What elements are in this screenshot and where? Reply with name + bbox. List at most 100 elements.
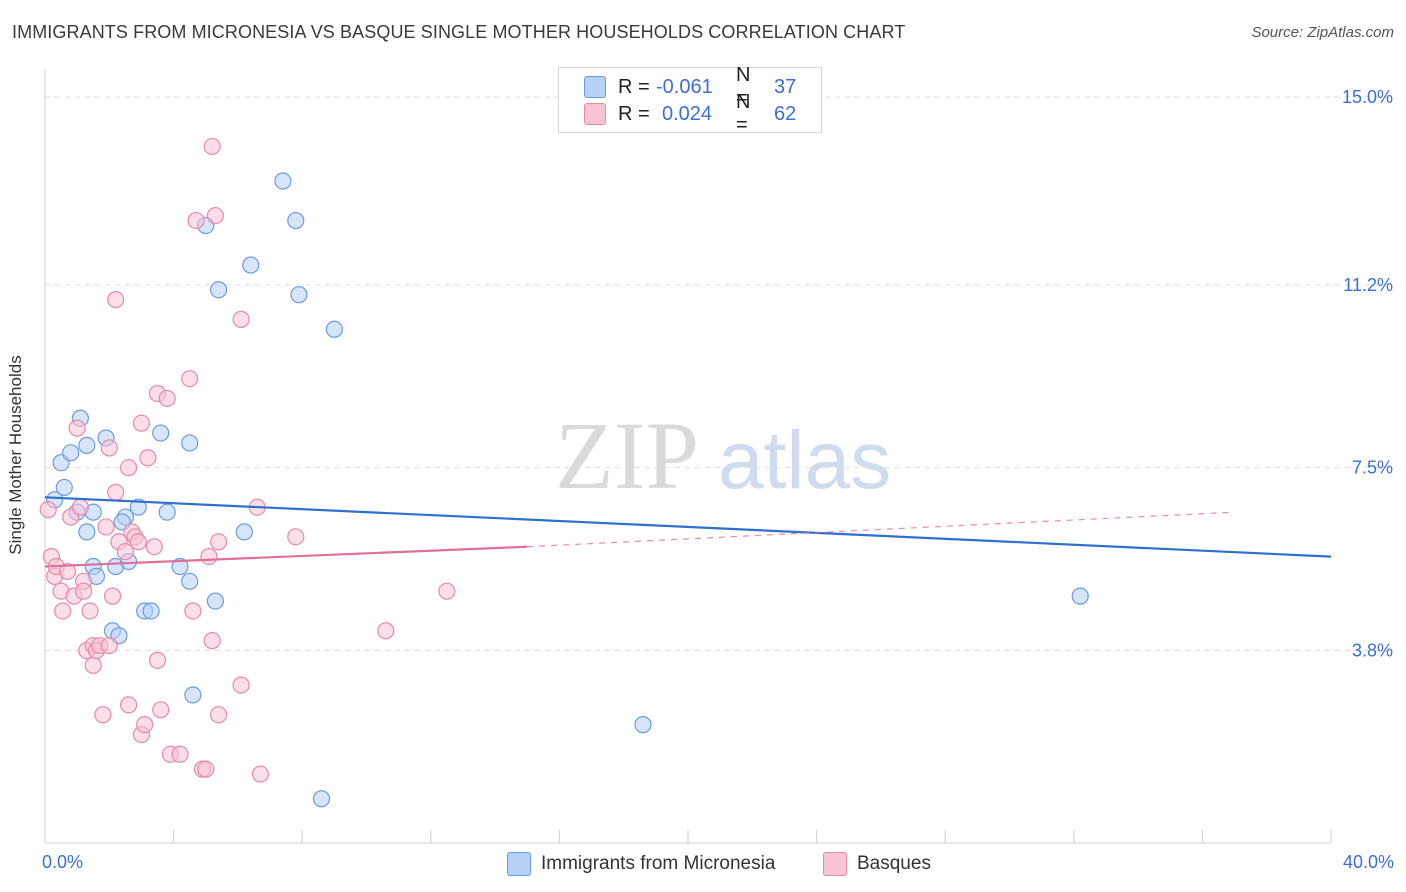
point-micronesia	[210, 281, 228, 299]
point-micronesia	[290, 286, 308, 304]
point-micronesia	[62, 444, 80, 462]
point-basques	[139, 449, 157, 467]
point-basques	[203, 632, 221, 650]
point-micronesia	[312, 790, 331, 808]
watermark-zip: ZIP	[555, 402, 699, 509]
watermark-atlas: atlas	[718, 415, 891, 506]
y-axis-label: Single Mother Households	[6, 355, 25, 555]
point-basques	[377, 622, 395, 640]
point-micronesia	[325, 320, 343, 338]
point-micronesia	[158, 503, 176, 521]
point-basques	[210, 533, 228, 551]
point-basques	[210, 706, 228, 724]
point-basques	[187, 211, 205, 230]
x-ticks	[173, 830, 1332, 843]
point-basques	[129, 533, 147, 551]
y-tick-labels: 3.8% 7.5% 11.2% 15.0%	[1342, 87, 1393, 661]
point-basques	[54, 602, 72, 620]
y-tick-label: 3.8%	[1352, 641, 1393, 661]
point-micronesia	[274, 172, 292, 190]
point-basques	[71, 498, 89, 516]
point-basques	[119, 696, 138, 714]
point-basques	[119, 459, 138, 477]
trend-line-micronesia	[44, 496, 1332, 558]
point-basques	[116, 543, 134, 561]
point-micronesia	[129, 498, 147, 516]
point-micronesia	[1071, 587, 1089, 605]
point-basques	[74, 582, 93, 600]
legend-r-value: 0.024	[662, 102, 713, 125]
scatter-points	[39, 137, 1089, 808]
point-basques	[132, 414, 151, 432]
point-basques	[148, 651, 167, 669]
point-basques	[94, 706, 112, 724]
point-basques	[158, 389, 176, 408]
bottom-legend-micronesia: Immigrants from Micronesia	[507, 851, 775, 877]
legend-swatch-blue	[584, 76, 606, 98]
point-basques	[103, 587, 122, 605]
y-tick-label: 15.0%	[1342, 87, 1393, 107]
point-basques	[206, 207, 224, 225]
point-basques	[251, 765, 270, 783]
bottom-legend-label: Immigrants from Micronesia	[541, 853, 776, 874]
point-micronesia	[206, 592, 224, 610]
point-basques	[287, 528, 305, 546]
source-label: Source: ZipAtlas.com	[1251, 24, 1394, 41]
point-micronesia	[142, 602, 160, 620]
legend-r-label: R =	[618, 102, 650, 125]
bottom-legend-label: Basques	[857, 853, 931, 874]
point-basques	[100, 439, 118, 457]
point-micronesia	[287, 211, 305, 230]
point-basques	[203, 137, 221, 156]
point-basques	[181, 370, 199, 388]
point-micronesia	[242, 256, 260, 274]
point-basques	[84, 656, 102, 674]
trend-lines	[44, 496, 1332, 568]
legend-r-label: R =	[618, 75, 650, 98]
bottom-legend-basques: Basques	[823, 851, 931, 877]
point-basques	[81, 602, 99, 620]
point-basques	[97, 518, 115, 536]
point-micronesia	[78, 436, 96, 455]
point-basques	[100, 636, 118, 655]
legend-r-value: -0.061	[656, 75, 713, 98]
point-micronesia	[181, 434, 199, 452]
point-basques	[136, 716, 154, 734]
point-micronesia	[78, 523, 96, 541]
point-basques	[232, 676, 250, 694]
legend-swatch-pink	[584, 103, 606, 125]
point-micronesia	[152, 424, 170, 442]
point-basques	[68, 419, 86, 437]
correlation-legend: R = -0.061 N = 37 R = 0.024 N = 62	[558, 64, 822, 136]
x-tick-min: 0.0%	[42, 852, 84, 872]
grid-lines	[45, 96, 1392, 651]
y-tick-label: 11.2%	[1343, 275, 1393, 295]
point-basques	[58, 562, 77, 581]
point-basques	[232, 310, 250, 328]
legend-row-micronesia: R = -0.061 N = 37	[559, 64, 797, 109]
point-basques	[438, 582, 456, 600]
point-basques	[145, 538, 163, 556]
trend-line-basques-extension	[527, 511, 1235, 548]
point-micronesia	[184, 686, 202, 704]
point-basques	[107, 291, 125, 309]
y-tick-label: 7.5%	[1352, 458, 1393, 478]
legend-n-value: 62	[774, 102, 797, 125]
legend-n-value: 37	[774, 75, 797, 98]
point-micronesia	[171, 557, 189, 576]
point-micronesia	[634, 716, 652, 734]
point-basques	[152, 701, 170, 719]
chart-title: IMMIGRANTS FROM MICRONESIA VS BASQUE SIN…	[12, 22, 906, 42]
watermark: ZIP atlas	[555, 402, 891, 509]
point-micronesia	[235, 523, 253, 541]
point-basques	[197, 760, 215, 778]
bottom-legend-swatch-pink	[823, 852, 847, 876]
point-basques	[107, 483, 125, 501]
point-basques	[184, 602, 202, 620]
point-basques	[200, 548, 218, 566]
trend-line-basques	[44, 545, 528, 568]
point-basques	[171, 745, 189, 763]
point-basques	[39, 501, 57, 519]
legend-n-label: N =	[736, 91, 751, 136]
